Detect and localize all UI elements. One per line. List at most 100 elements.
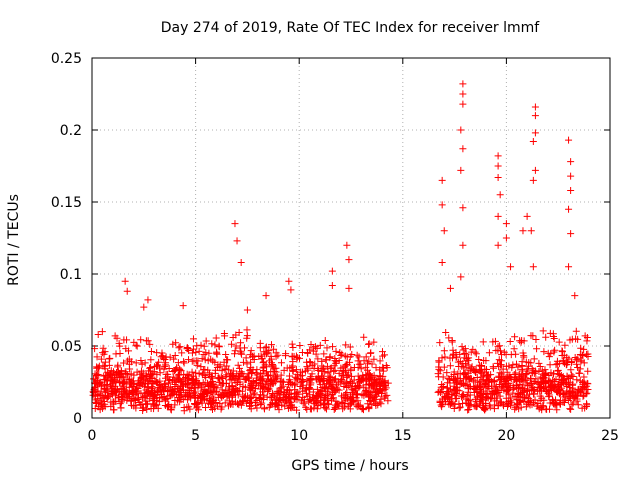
data-point [560, 356, 568, 364]
data-point [205, 349, 213, 357]
data-point [137, 367, 145, 375]
data-point [320, 396, 328, 404]
data-point [90, 388, 98, 396]
data-point [362, 381, 370, 389]
data-point [577, 344, 585, 352]
data-point [245, 394, 253, 402]
data-point-peak [529, 138, 537, 146]
data-point [568, 401, 576, 409]
data-point [558, 348, 566, 356]
data-point [150, 368, 158, 376]
data-point [462, 350, 470, 358]
data-point [553, 401, 561, 409]
data-point [553, 360, 561, 368]
data-point [237, 349, 245, 357]
data-point [183, 381, 191, 389]
data-point [555, 376, 563, 384]
data-point-peak [494, 241, 502, 249]
data-point [296, 342, 304, 350]
data-point-peak [328, 267, 336, 275]
data-point [321, 404, 329, 412]
data-point [347, 396, 355, 404]
data-point [216, 375, 224, 383]
data-point [125, 375, 133, 383]
data-point [165, 392, 173, 400]
data-point [293, 354, 301, 362]
data-point [109, 368, 117, 376]
data-point [528, 369, 536, 377]
data-point [300, 399, 308, 407]
data-point [296, 383, 304, 391]
data-point [574, 401, 582, 409]
data-point-peak [459, 100, 467, 108]
data-point [337, 352, 345, 360]
data-point [491, 337, 499, 345]
data-point [101, 375, 109, 383]
data-point [255, 353, 263, 361]
data-point [355, 353, 363, 361]
data-point [313, 385, 321, 393]
data-point [322, 392, 330, 400]
data-point [372, 399, 380, 407]
data-point [367, 349, 375, 357]
data-point [371, 389, 379, 397]
data-point [362, 353, 370, 361]
data-point [147, 391, 155, 399]
x-axis-label: GPS time / hours [291, 458, 408, 474]
data-point [186, 387, 194, 395]
data-point-peak [567, 186, 575, 194]
data-point [580, 373, 588, 381]
data-point [192, 369, 200, 377]
data-point [199, 379, 207, 387]
data-point-peak [121, 277, 129, 285]
data-point [577, 356, 585, 364]
data-point [180, 359, 188, 367]
data-point [343, 372, 351, 380]
data-point [569, 399, 577, 407]
data-point [360, 333, 368, 341]
data-point [366, 372, 374, 380]
data-point-peak [237, 258, 245, 266]
data-point [379, 367, 387, 375]
data-point-peak [438, 201, 446, 209]
data-point [215, 390, 223, 398]
data-point [574, 363, 582, 371]
data-point [364, 359, 372, 367]
data-point [506, 338, 514, 346]
data-point [282, 352, 290, 360]
data-point [337, 392, 345, 400]
data-point-peak [140, 303, 148, 311]
data-point [496, 392, 504, 400]
data-point [242, 354, 250, 362]
data-point [319, 364, 327, 372]
plot-frame [91, 57, 611, 419]
data-point [147, 347, 155, 355]
data-point [452, 386, 460, 394]
data-point [157, 353, 165, 361]
data-point [302, 403, 310, 411]
data-point [199, 366, 207, 374]
data-point [339, 405, 347, 413]
data-point [560, 390, 568, 398]
data-point [443, 369, 451, 377]
data-point [153, 361, 161, 369]
data-point [160, 393, 168, 401]
data-point [353, 351, 361, 359]
data-point [182, 380, 190, 388]
data-point [340, 403, 348, 411]
data-point [231, 347, 239, 355]
data-point [499, 400, 507, 408]
data-point [106, 354, 114, 362]
data-point-peak [94, 330, 102, 338]
data-point [143, 373, 151, 381]
data-point [337, 377, 345, 385]
data-point [272, 353, 280, 361]
data-point-peak [565, 263, 573, 271]
data-point-peak [328, 282, 336, 290]
data-point [247, 358, 255, 366]
data-point [232, 374, 240, 382]
data-point-peak [494, 162, 502, 170]
data-point [141, 380, 149, 388]
data-point [563, 372, 571, 380]
data-point [549, 397, 557, 405]
